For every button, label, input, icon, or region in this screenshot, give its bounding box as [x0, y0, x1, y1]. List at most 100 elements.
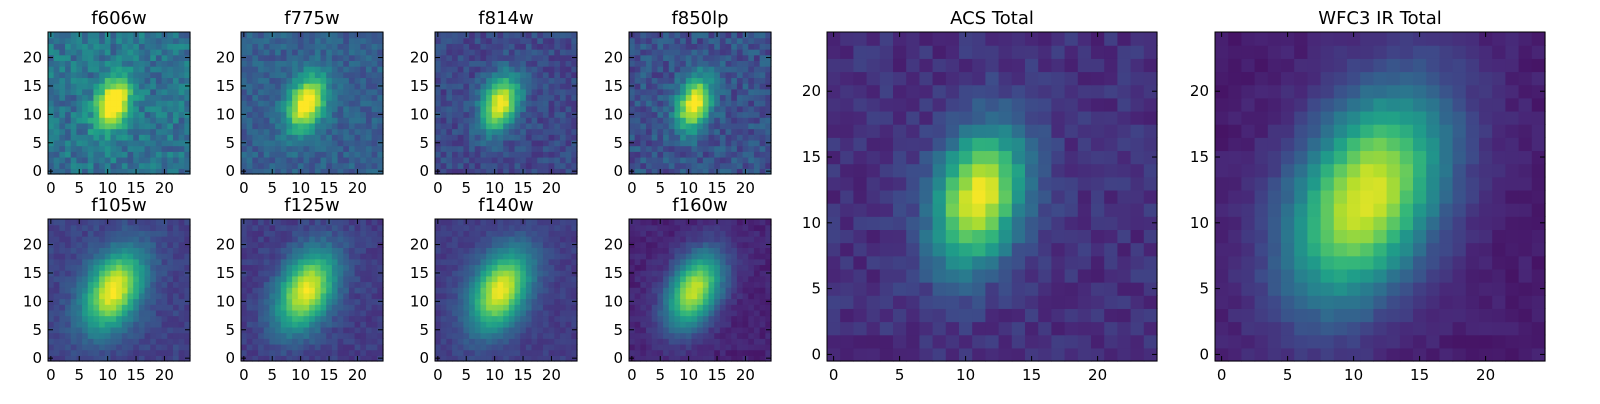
heatmap-cell: [355, 270, 361, 276]
heatmap-cell: [145, 310, 151, 316]
heatmap-cell: [566, 338, 572, 344]
heatmap-cell: [99, 333, 105, 339]
heatmap-cell: [543, 327, 549, 333]
heatmap-cell: [173, 83, 179, 89]
heatmap-cell: [258, 344, 264, 350]
heatmap-cell: [252, 77, 258, 83]
heatmap-cell: [469, 117, 475, 123]
heatmap-cell: [446, 316, 452, 322]
heatmap-cell: [128, 146, 134, 152]
heatmap-cell: [657, 304, 663, 310]
heatmap-cell: [321, 230, 327, 236]
heatmap-cell: [743, 49, 749, 55]
heatmap-cell: [635, 72, 641, 78]
heatmap-cell: [674, 60, 680, 66]
heatmap-cell: [116, 55, 122, 61]
heatmap-cell: [281, 281, 287, 287]
heatmap-cell: [264, 123, 270, 129]
heatmap-cell: [657, 151, 663, 157]
heatmap-cell: [156, 112, 162, 118]
heatmap-cell: [65, 293, 71, 299]
heatmap-cell: [515, 333, 521, 339]
heatmap-cell: [680, 129, 686, 135]
heatmap-cell: [657, 129, 663, 135]
heatmap-cell: [469, 129, 475, 135]
heatmap-cell: [116, 140, 122, 146]
heatmap-cell: [458, 299, 464, 305]
heatmap-cell: [326, 225, 332, 231]
heatmap-cell: [281, 230, 287, 236]
heatmap-cell: [469, 83, 475, 89]
heatmap-cell: [657, 106, 663, 112]
heatmap-cell: [173, 134, 179, 140]
heatmap-cell: [145, 146, 151, 152]
heatmap-cell: [366, 304, 372, 310]
heatmap-cell: [173, 55, 179, 61]
heatmap-cell: [309, 293, 315, 299]
heatmap-cell: [93, 89, 99, 95]
heatmap-cell: [122, 72, 128, 78]
heatmap-cell: [532, 49, 538, 55]
heatmap-cell: [549, 77, 555, 83]
heatmap-cell: [686, 83, 692, 89]
heatmap-cell: [110, 38, 116, 44]
heatmap-cell: [515, 163, 521, 169]
heatmap-cell: [298, 236, 304, 242]
heatmap-cell: [686, 106, 692, 112]
heatmap-cell: [179, 253, 185, 259]
heatmap-cell: [247, 287, 253, 293]
heatmap-cell: [99, 304, 105, 310]
heatmap-cell: [116, 281, 122, 287]
heatmap-cell: [156, 60, 162, 66]
heatmap-cell: [560, 123, 566, 129]
heatmap-cell: [748, 38, 754, 44]
heatmap-cell: [355, 134, 361, 140]
heatmap-cell: [326, 49, 332, 55]
heatmap-cell: [156, 129, 162, 135]
heatmap-cell: [640, 60, 646, 66]
heatmap-cell: [65, 77, 71, 83]
heatmap-cell: [503, 134, 509, 140]
heatmap-cell: [303, 225, 309, 231]
heatmap-cell: [703, 112, 709, 118]
heatmap-cell: [748, 129, 754, 135]
heatmap-cell: [173, 281, 179, 287]
heatmap-cell: [452, 151, 458, 157]
heatmap-cell: [355, 146, 361, 152]
heatmap-cell: [275, 310, 281, 316]
heatmap-cell: [247, 77, 253, 83]
heatmap-cell: [247, 163, 253, 169]
heatmap-cell: [652, 83, 658, 89]
heatmap-cell: [760, 117, 766, 123]
heatmap-cell: [349, 146, 355, 152]
heatmap-cell: [549, 66, 555, 72]
heatmap-cell: [321, 264, 327, 270]
heatmap-cell: [686, 338, 692, 344]
heatmap-cell: [54, 106, 60, 112]
heatmap-cell: [714, 38, 720, 44]
heatmap-cell: [560, 270, 566, 276]
heatmap-cell: [281, 89, 287, 95]
heatmap-cell: [515, 236, 521, 242]
heatmap-cell: [150, 49, 156, 55]
heatmap-cell: [486, 43, 492, 49]
heatmap-cell: [458, 140, 464, 146]
heatmap-cell: [76, 247, 82, 253]
heatmap-cell: [65, 60, 71, 66]
heatmap-cell: [116, 151, 122, 157]
heatmap-cell: [139, 49, 145, 55]
heatmap-cell: [303, 287, 309, 293]
heatmap-cell: [537, 321, 543, 327]
heatmap-cell: [105, 129, 111, 135]
heatmap-cell: [441, 83, 447, 89]
heatmap-cell: [275, 55, 281, 61]
heatmap-cell: [748, 60, 754, 66]
heatmap-cell: [99, 253, 105, 259]
y-tick-label: 10: [23, 105, 42, 123]
heatmap-cell: [298, 333, 304, 339]
heatmap-cell: [338, 247, 344, 253]
heatmap-cell: [292, 49, 298, 55]
heatmap-cell: [326, 55, 332, 61]
heatmap-cell: [526, 77, 532, 83]
heatmap-cell: [720, 66, 726, 72]
